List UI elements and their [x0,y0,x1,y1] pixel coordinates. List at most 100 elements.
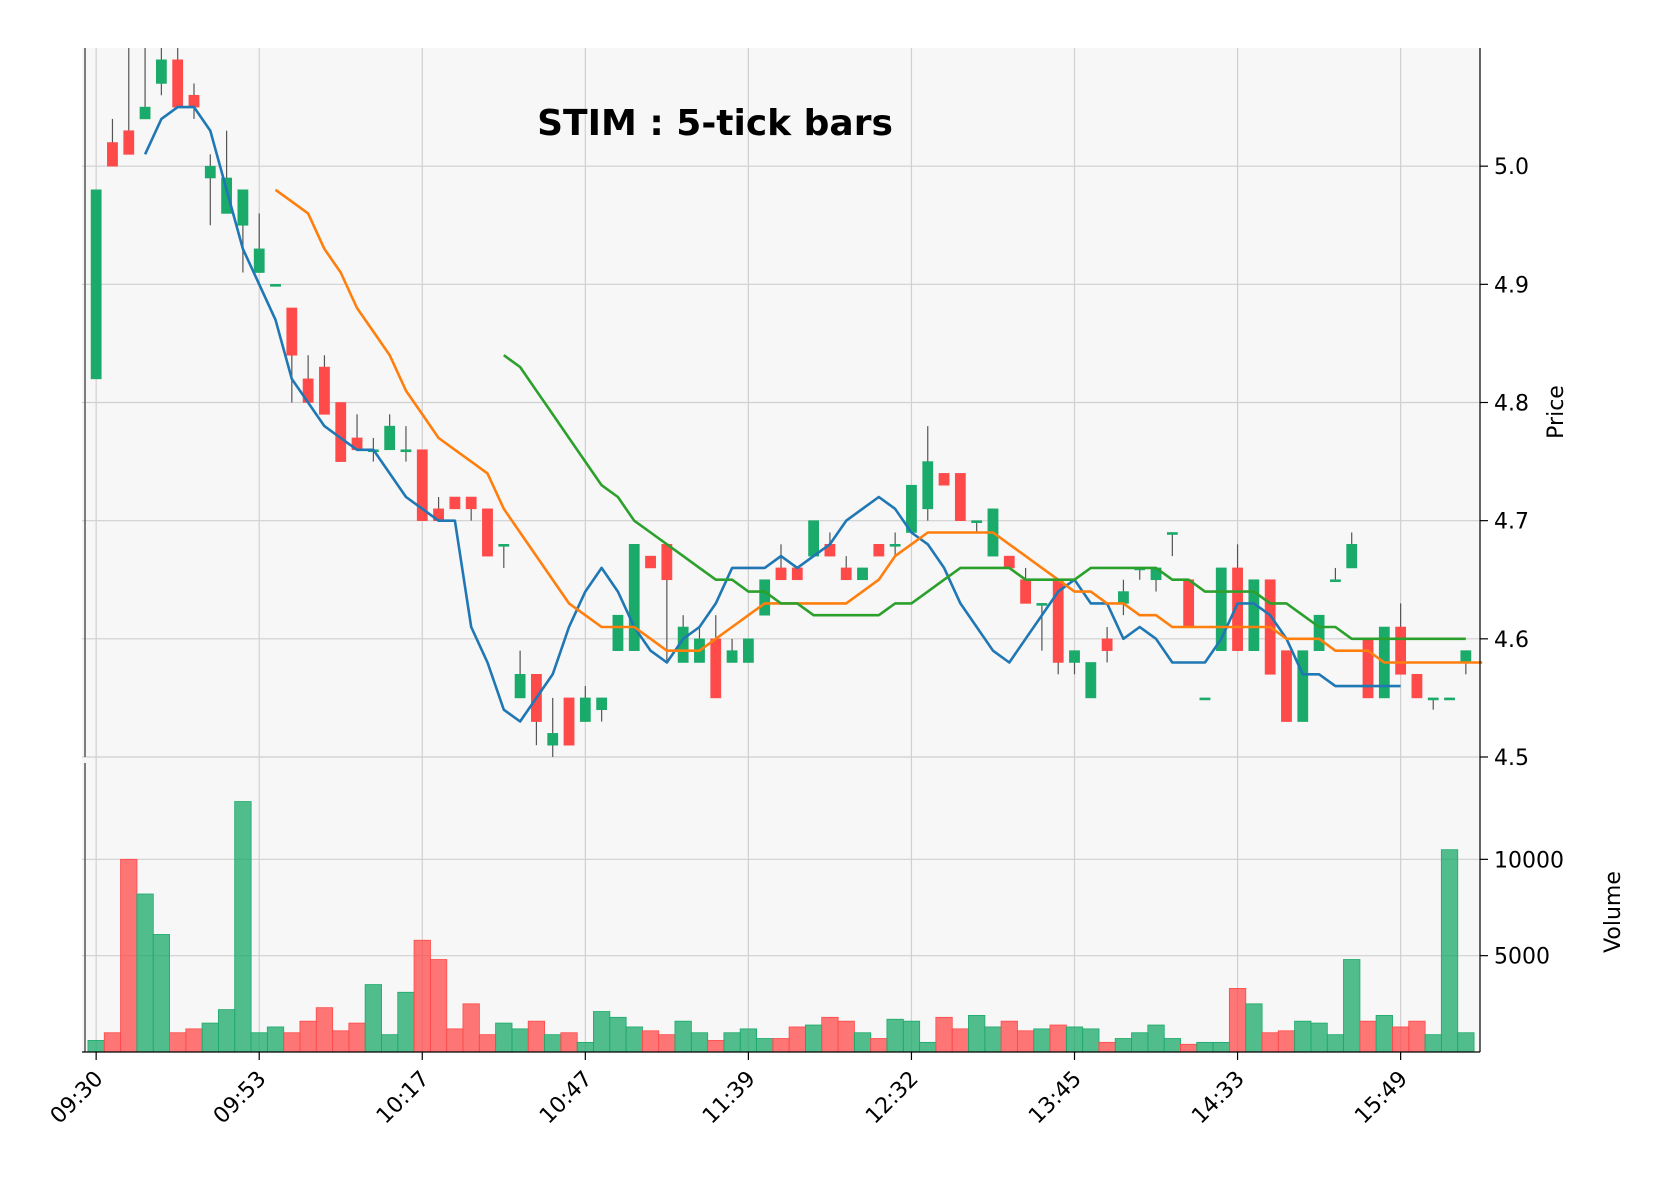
price-tick-label: 5.0 [1494,155,1529,180]
volume-bar [120,858,138,1053]
volume-bar [348,1022,366,1053]
volume-bar [462,1003,480,1053]
candle-body [107,142,118,167]
volume-bar [984,1026,1002,1053]
candle-body [596,697,608,711]
candle-body [1281,650,1292,722]
volume-bar [690,1032,709,1053]
volume-bar [1440,849,1459,1053]
candle-body [139,106,151,120]
candle-body [922,461,934,510]
candle-body [253,248,265,273]
volume-bar [364,984,382,1053]
candle-body [1215,567,1227,651]
volume-bar [1424,1034,1442,1053]
candle-body [1166,532,1178,535]
volume-bar [1163,1038,1181,1053]
volume-bars [87,801,1475,1053]
candle-body [1199,697,1211,701]
volume-tick-label: 10000 [1494,848,1564,873]
candle-body [1248,579,1260,651]
volume-bar [674,1020,692,1053]
volume-bar [266,1026,285,1053]
volume-bar [332,1030,350,1053]
volume-bar [103,1032,122,1053]
y-axes: 4.5 4.6 4.7 4.8 4.9 5.0 5000 10000 [1479,48,1564,1052]
candle-body [1069,650,1080,663]
volume-bar [283,1032,301,1053]
time-tick-label: 10:47 [535,1067,598,1130]
volume-bar [951,1028,969,1053]
candle-body [416,449,428,521]
candle-body [1411,673,1423,699]
candle-body [612,614,624,651]
candle-body [1118,591,1129,604]
volume-bar [87,1040,105,1053]
volume-bar [136,893,154,1053]
volume-bar [772,1038,790,1053]
candle-body [1444,697,1455,701]
moving-average-line [274,188,1483,664]
candle-body [286,307,298,356]
candle-body [465,496,477,510]
volume-bar [429,959,448,1053]
volume-bar [968,1014,986,1053]
candle-body [1346,543,1358,569]
volume-bar [1457,1032,1475,1053]
volume-bar [1033,1028,1051,1053]
candle-body [938,473,950,486]
volume-bar [1180,1043,1198,1053]
candle-body [204,165,216,179]
volume-bar [739,1028,758,1053]
volume-bar [446,1028,464,1053]
candle-body [808,520,820,557]
candle-body [1330,579,1341,583]
volume-bar [935,1016,953,1053]
x-axis: 09:30 09:53 10:17 10:47 11:39 12:32 13:45 14:33… [46,1051,1480,1130]
volume-axis-label: Volume [1601,871,1626,953]
candle-body [498,543,510,547]
volume-bar [1277,1030,1296,1053]
volume-bar [1392,1026,1410,1053]
candle-body [482,508,493,557]
candle-body [1101,638,1113,651]
candle-body [123,130,135,155]
candle-body [710,638,722,699]
candle-body [384,425,396,451]
volume-bar [1082,1028,1100,1053]
candle-body [335,402,347,462]
volume-bar [1294,1020,1312,1053]
candle-body [1395,626,1407,675]
volume-panel-background [82,760,1480,1052]
volume-bar [625,1026,643,1053]
volume-bar [870,1038,888,1053]
candle-body [628,543,640,651]
candle-body [579,697,591,722]
volume-tick-label: 5000 [1494,945,1550,970]
candle-body [971,520,983,523]
candle-body [775,567,787,581]
volume-bar [723,1032,741,1053]
volume-bar [1016,1030,1035,1053]
candle-body [840,567,852,581]
volume-bar [788,1026,806,1053]
candle-body [563,697,575,746]
candle-body [742,638,754,663]
volume-bar [1114,1038,1133,1053]
volume-bar [169,1032,187,1053]
volume-bar [821,1016,839,1053]
candle-body [237,189,249,226]
time-tick-label: 15:49 [1350,1067,1413,1130]
volume-bar [593,1011,611,1053]
candle-body [1085,662,1097,699]
volume-bar [1375,1014,1393,1053]
volume-bar [315,1007,334,1053]
candle-body [873,543,885,557]
candle-body [1232,567,1243,651]
candle-body [726,650,738,663]
volume-bar [707,1040,725,1053]
candle-body [759,579,771,616]
volume-bar [478,1034,497,1053]
time-tick-label: 09:30 [46,1067,109,1130]
moving-averages [143,105,1483,723]
